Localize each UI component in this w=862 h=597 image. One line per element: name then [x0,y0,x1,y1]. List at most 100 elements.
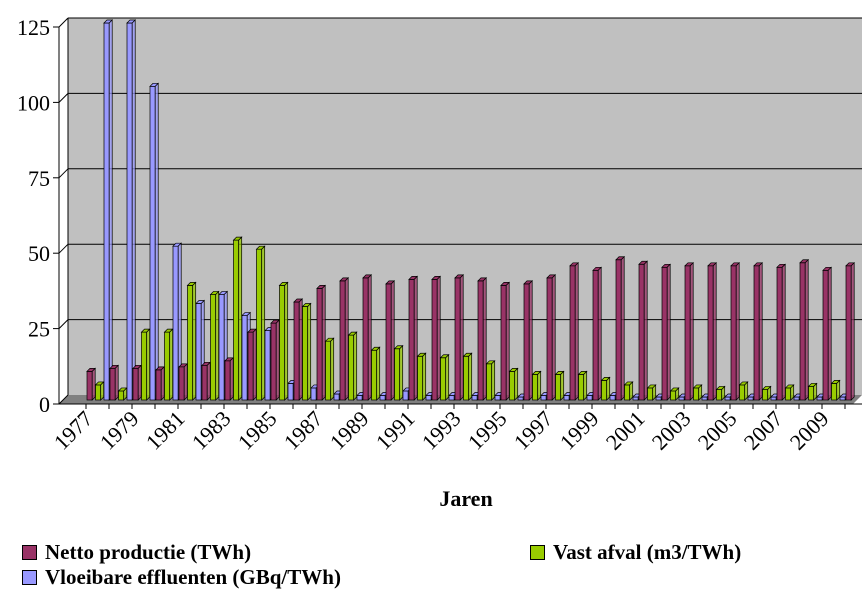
bar-front [762,389,769,401]
bar-side [353,331,358,401]
bar-side [108,19,113,401]
bar [500,281,511,401]
bar [201,361,212,401]
bar-side [192,281,197,401]
x-tick-label: 1977 [49,406,98,455]
bar [592,266,603,401]
bar-side [146,328,151,401]
x-tick-label: 2001 [601,406,650,455]
x-tick-label: 1995 [463,406,512,455]
x-axis-ticks: 1977197919811983198519871989199119931995… [49,404,846,455]
bar-front [95,384,102,401]
bar-front [647,387,654,401]
bar-front [164,331,171,401]
bar-front [264,330,271,401]
bar-front [747,396,754,401]
bar-front [753,265,760,401]
y-tick-label: 25 [28,317,50,342]
bar [439,353,450,401]
bar [707,261,718,401]
y-axis-ticks: 0 25 50 75 100 125 [17,15,59,417]
bar-front [224,360,231,401]
x-tick-label: 2007 [739,406,788,455]
bar [232,236,243,401]
bar-front [477,280,484,401]
x-tick-label: 1989 [325,406,374,455]
bar [278,281,289,401]
bar-front [546,277,553,401]
bar-side [551,274,556,401]
bar-front [172,245,179,401]
bar-front [670,390,677,401]
bar-side [698,384,703,401]
x-tick-label: 1999 [555,406,604,455]
bar-side [583,370,588,401]
bar-side [422,352,427,401]
plot-area [58,17,862,405]
bar-front [486,363,493,401]
bar-front [678,396,685,401]
bar-side [758,261,763,401]
bar-front [707,265,714,401]
bar [324,337,335,401]
legend-label: Vloeibare effluenten (GBq/TWh) [45,565,341,589]
bar [715,385,726,401]
bar-side [160,365,165,401]
bar-front [615,259,622,401]
bar-side [238,236,243,401]
bar [155,365,166,401]
bar-front [109,367,116,401]
bar-side [528,280,533,401]
bar-front [793,396,800,401]
bar-front [333,393,340,401]
gridline-depth [58,243,69,254]
bar-side [491,359,496,401]
bar-side [574,261,579,401]
bar [149,82,160,401]
bar-front [417,355,424,401]
bar-side [114,364,119,401]
bar [669,387,680,401]
bar-side [169,328,174,401]
bar-side [804,258,809,401]
bar-front [816,396,823,401]
bar [784,384,795,401]
bar-front [799,262,806,401]
bar [531,370,542,401]
x-tick-label: 2003 [647,406,696,455]
bar-side [666,263,671,401]
bar-front [316,288,323,401]
bar-front [586,395,593,401]
bar [761,385,772,401]
bar-front [379,395,386,401]
gridline-depth [58,394,69,405]
bar-front [701,396,708,401]
bar-front [210,294,217,401]
bar-side [206,361,211,401]
bar-front [293,301,300,401]
bar-side [91,367,96,401]
x-tick-label: 1983 [187,406,236,455]
x-tick-label: 1979 [95,406,144,455]
bar [362,274,373,401]
bar-front [431,279,438,401]
bar-side [597,266,602,401]
bar-side [468,352,473,401]
bar-side [445,353,450,401]
bar-side [790,384,795,401]
bar-front [132,367,139,401]
bar-side [413,275,418,401]
bar [178,362,189,401]
bar-front [302,306,309,401]
bar [224,356,235,401]
bar [103,19,114,401]
bar-front [408,279,415,401]
bar-side [261,245,266,401]
bar-front [371,349,378,401]
bar [109,364,120,401]
bar-side [836,379,841,401]
bar [431,275,442,401]
bar-side [436,275,441,401]
bar-side [827,266,832,401]
bar-front [693,387,700,401]
